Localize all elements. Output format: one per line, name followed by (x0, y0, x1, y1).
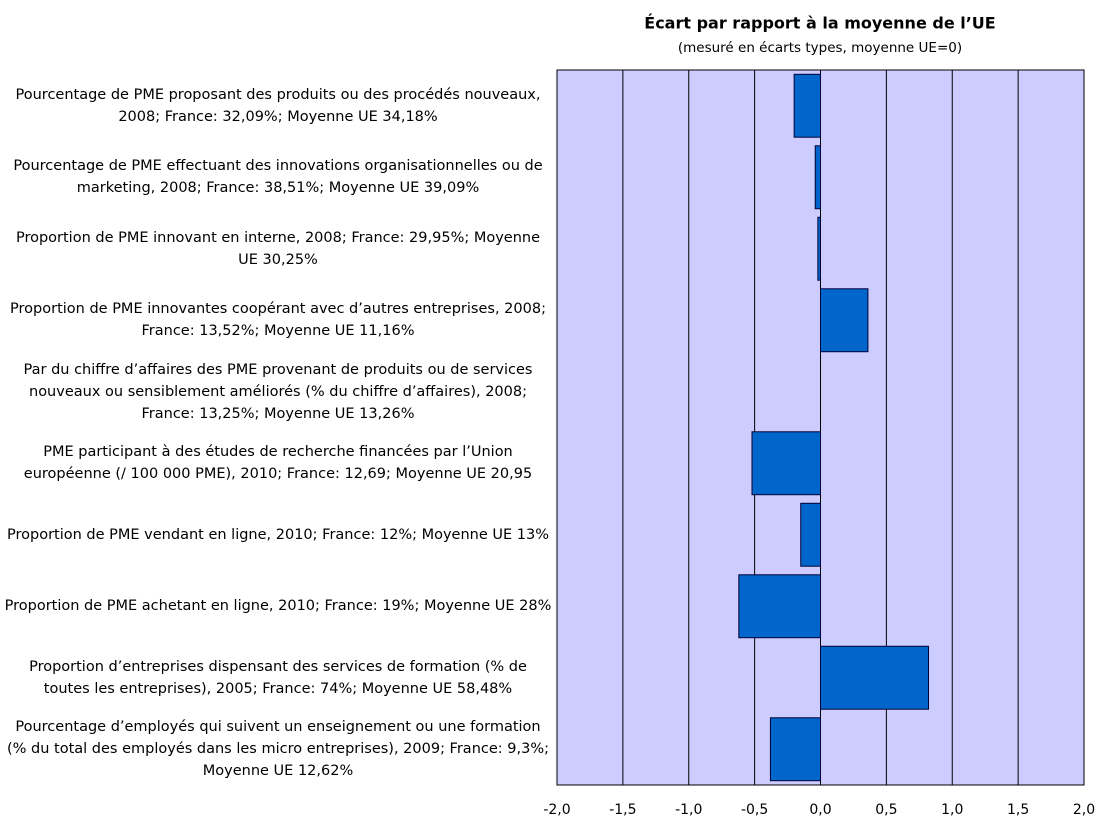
bar (793, 73, 822, 138)
y-tick-label: Pourcentage de PME effectuant des innova… (13, 158, 543, 197)
y-tick-label: PME participant à des études de recherch… (23, 444, 533, 483)
y-tick-label: Proportion de PME innovantes coopérant a… (10, 301, 546, 340)
bar (820, 288, 869, 353)
bar (817, 216, 821, 281)
bar (769, 717, 821, 782)
y-tick-label: Proportion de PME achetant en ligne, 201… (4, 598, 552, 615)
y-tick-label: Par du chiffre d’affaires des PME proven… (23, 361, 533, 422)
x-tick-label: -1,0 (675, 802, 702, 818)
chart-title: Écart par rapport à la moyenne de l’UE (644, 14, 995, 33)
bar (820, 645, 930, 710)
y-tick-label: Proportion de PME vendant en ligne, 2010… (7, 526, 549, 543)
y-tick-label: Pourcentage de PME proposant des produit… (15, 86, 541, 125)
x-tick-label: 1,5 (1007, 802, 1029, 818)
bar (751, 431, 821, 496)
x-tick-label: 0,5 (875, 802, 897, 818)
x-tick-label: 0,0 (809, 802, 831, 818)
x-tick-label: 2,0 (1073, 802, 1095, 818)
chart-subtitle: (mesuré en écarts types, moyenne UE=0) (678, 40, 962, 56)
x-tick-label: -0,5 (741, 802, 768, 818)
y-tick-label: Pourcentage d’employés qui suivent un en… (6, 719, 549, 780)
bar (738, 574, 821, 639)
y-tick-label: Proportion d’entreprises dispensant des … (29, 658, 527, 697)
x-tick-label: -2,0 (543, 802, 570, 818)
bar (800, 502, 821, 567)
bar (814, 145, 821, 210)
x-tick-label: -1,5 (609, 802, 636, 818)
x-tick-label: 1,0 (941, 802, 963, 818)
y-tick-label: Proportion de PME innovant en interne, 2… (15, 229, 541, 268)
